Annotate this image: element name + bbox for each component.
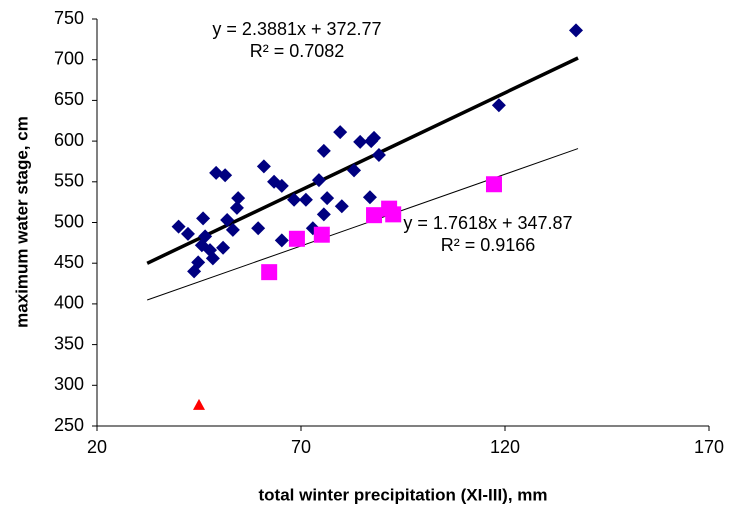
square-marker bbox=[261, 264, 278, 281]
diamond-marker bbox=[191, 255, 206, 270]
diamond-marker bbox=[367, 130, 382, 145]
diamond-marker bbox=[316, 143, 331, 158]
diamond-marker bbox=[274, 233, 289, 248]
diamond-marker bbox=[353, 134, 368, 149]
y-axis-title: maximum water stage, cm bbox=[12, 116, 31, 328]
diamond-marker bbox=[298, 192, 313, 207]
trendline bbox=[147, 148, 579, 301]
diamond-marker bbox=[316, 207, 331, 222]
y-tick-label: 700 bbox=[54, 48, 84, 68]
x-tick-label: 170 bbox=[694, 437, 724, 457]
y-tick-label: 350 bbox=[54, 333, 84, 353]
diamond-marker bbox=[196, 211, 211, 226]
diamond-marker bbox=[180, 226, 195, 241]
diamond-marker bbox=[491, 98, 506, 113]
y-tick-label: 600 bbox=[54, 130, 84, 150]
trendline bbox=[146, 56, 579, 265]
diamond-marker bbox=[320, 191, 335, 206]
trendline-r2: R² = 0.7082 bbox=[250, 41, 345, 61]
diamond-marker bbox=[229, 200, 244, 215]
square-marker bbox=[313, 226, 330, 243]
diamond-marker bbox=[225, 222, 240, 237]
y-tick-label: 650 bbox=[54, 89, 84, 109]
diamond-marker bbox=[362, 190, 377, 205]
triangle-marker bbox=[193, 398, 205, 410]
y-tick-label: 250 bbox=[54, 415, 84, 435]
diamond-marker bbox=[287, 192, 302, 207]
diamond-marker bbox=[333, 125, 348, 140]
diamond-marker bbox=[347, 163, 362, 178]
diamond-marker bbox=[568, 23, 583, 38]
y-tick-label: 450 bbox=[54, 252, 84, 272]
x-tick-label: 20 bbox=[87, 437, 107, 457]
diamond-marker bbox=[334, 199, 349, 214]
trendline-equation: y = 2.3881x + 372.77 bbox=[212, 19, 381, 39]
diamond-marker bbox=[218, 168, 233, 183]
square-marker bbox=[288, 230, 305, 247]
diamond-marker bbox=[251, 221, 266, 236]
y-tick-label: 300 bbox=[54, 374, 84, 394]
trendline-equation: y = 1.7618x + 347.87 bbox=[403, 213, 572, 233]
square-marker bbox=[485, 176, 502, 193]
x-tick-label: 120 bbox=[490, 437, 520, 457]
y-tick-label: 400 bbox=[54, 293, 84, 313]
diamond-marker bbox=[171, 219, 186, 234]
square-marker bbox=[385, 206, 402, 223]
diamond-marker bbox=[216, 240, 231, 255]
y-tick-label: 550 bbox=[54, 171, 84, 191]
x-axis-title: total winter precipitation (XI-III), mm bbox=[258, 485, 547, 504]
diamond-marker bbox=[371, 147, 386, 162]
y-tick-label: 750 bbox=[54, 8, 84, 28]
x-tick-label: 70 bbox=[291, 437, 311, 457]
diamond-marker bbox=[231, 191, 246, 206]
square-marker bbox=[366, 207, 383, 224]
diamond-marker bbox=[198, 229, 213, 244]
diamond-marker bbox=[311, 173, 326, 188]
diamond-marker bbox=[256, 159, 271, 174]
diamond-marker bbox=[274, 178, 289, 193]
trendline-r2: R² = 0.9166 bbox=[441, 235, 536, 255]
diamond-marker bbox=[205, 251, 220, 266]
diamond-marker bbox=[220, 213, 235, 228]
y-tick-label: 500 bbox=[54, 211, 84, 231]
